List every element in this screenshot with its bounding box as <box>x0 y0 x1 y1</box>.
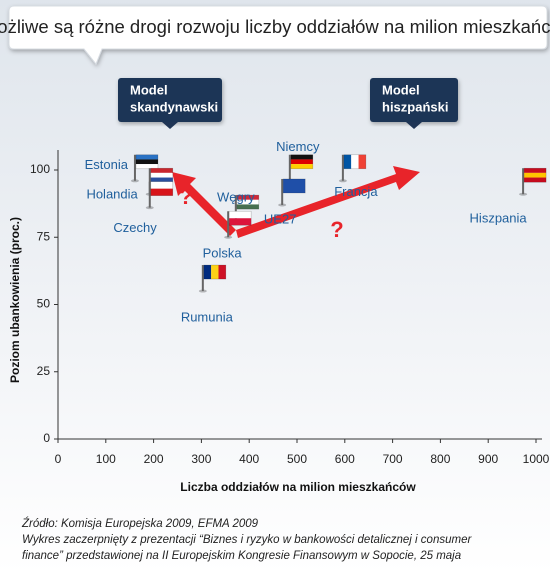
flag-stripe <box>290 164 313 169</box>
flag-stripe <box>211 265 219 280</box>
flag-border <box>203 264 227 280</box>
x-tick-label: 700 <box>383 452 403 466</box>
flag-border <box>228 210 252 226</box>
title-bubble <box>8 5 548 65</box>
point-label: Hiszpania <box>470 211 528 226</box>
flag-stripe <box>236 199 259 205</box>
x-tick-label: 100 <box>96 452 116 466</box>
x-tick-label: 200 <box>144 452 164 466</box>
flag-stripe <box>135 164 158 169</box>
flag-stripe <box>135 159 158 165</box>
flag-border <box>135 154 159 170</box>
point-label: Niemcy <box>276 139 320 154</box>
flag-stripe <box>236 195 259 200</box>
model-box: Model skandynawski <box>118 78 222 129</box>
flag-stripe <box>150 172 173 178</box>
point-label: Czechy <box>113 220 157 235</box>
y-tick-label: 0 <box>43 431 50 445</box>
point-label: Rumunia <box>181 309 234 324</box>
flag-stripe <box>218 265 226 280</box>
point-label: Estonia <box>85 157 129 172</box>
flag-border <box>236 194 260 210</box>
flag-border <box>343 154 367 170</box>
x-tick-label: 300 <box>191 452 211 466</box>
x-tick-label: 800 <box>430 452 450 466</box>
x-tick-label: 0 <box>55 452 62 466</box>
x-tick-label: 500 <box>287 452 307 466</box>
flag-stripe <box>236 204 259 210</box>
annotation: Model <box>130 82 168 97</box>
arrows <box>172 166 420 238</box>
flag-stripe <box>203 265 212 280</box>
chart-title: Możliwe są różne drogi rozwoju liczby od… <box>0 16 550 37</box>
x-tick-label: 900 <box>478 452 498 466</box>
data-point <box>145 181 174 210</box>
x-tick-label: 1000 <box>523 452 550 466</box>
source: Wykres zaczerpnięty z prezentacji “Bizne… <box>22 534 472 546</box>
flag-stripe <box>150 188 173 196</box>
flag-stripe <box>290 159 313 165</box>
data-point <box>338 154 367 183</box>
flag-stripe <box>358 154 366 169</box>
data-point <box>519 167 547 196</box>
flag-stripe <box>524 177 547 183</box>
x-tick-label: 400 <box>239 452 259 466</box>
flag-stripe <box>524 172 547 178</box>
annotation: hiszpański <box>382 99 448 114</box>
flag-stripe <box>150 168 173 173</box>
question-mark: ? <box>330 217 343 242</box>
flag-stripe <box>290 154 313 160</box>
point-label: UE27 <box>264 211 297 226</box>
data-point <box>198 264 227 293</box>
flag-stripe <box>229 211 252 219</box>
data-point <box>130 154 159 183</box>
y-tick-label: 75 <box>37 229 51 243</box>
data-point <box>224 210 252 239</box>
flag-stripe <box>150 181 173 189</box>
flag-border <box>150 181 174 196</box>
flag-stripe <box>150 177 173 183</box>
flag-border <box>290 154 314 170</box>
flag-stripe <box>343 154 352 169</box>
flag-stripe <box>135 154 158 160</box>
y-tick-label: 50 <box>37 297 51 311</box>
annotation: skandynawski <box>130 99 218 114</box>
y-axis-label: Poziom ubankowienia (proc.) <box>8 217 22 383</box>
flag-border <box>282 178 306 194</box>
point-label: Węgry <box>217 190 255 205</box>
data-point <box>278 178 306 207</box>
flag-stripe <box>351 154 359 169</box>
y-tick-label: 100 <box>30 162 50 176</box>
y-tick-label: 25 <box>37 364 51 378</box>
point-label: Holandia <box>86 187 138 202</box>
flag-border <box>523 167 547 183</box>
flag-stripe <box>524 168 547 173</box>
model-box: Model hiszpański <box>370 78 458 129</box>
annotation: Model <box>382 82 420 97</box>
point-label: Polska <box>203 246 243 261</box>
flag-stripe <box>229 218 252 226</box>
source: Źródło: Komisja Europejska 2009, EFMA 20… <box>21 517 259 530</box>
x-axis-label: Liczba oddziałów na milion mieszkańców <box>180 480 416 494</box>
x-tick-label: 600 <box>335 452 355 466</box>
question-mark: ? <box>179 184 192 209</box>
point-label: Francja <box>334 184 378 199</box>
source: finance” przedstawionej na II Europejski… <box>22 550 461 562</box>
flag-stripe <box>283 178 306 193</box>
